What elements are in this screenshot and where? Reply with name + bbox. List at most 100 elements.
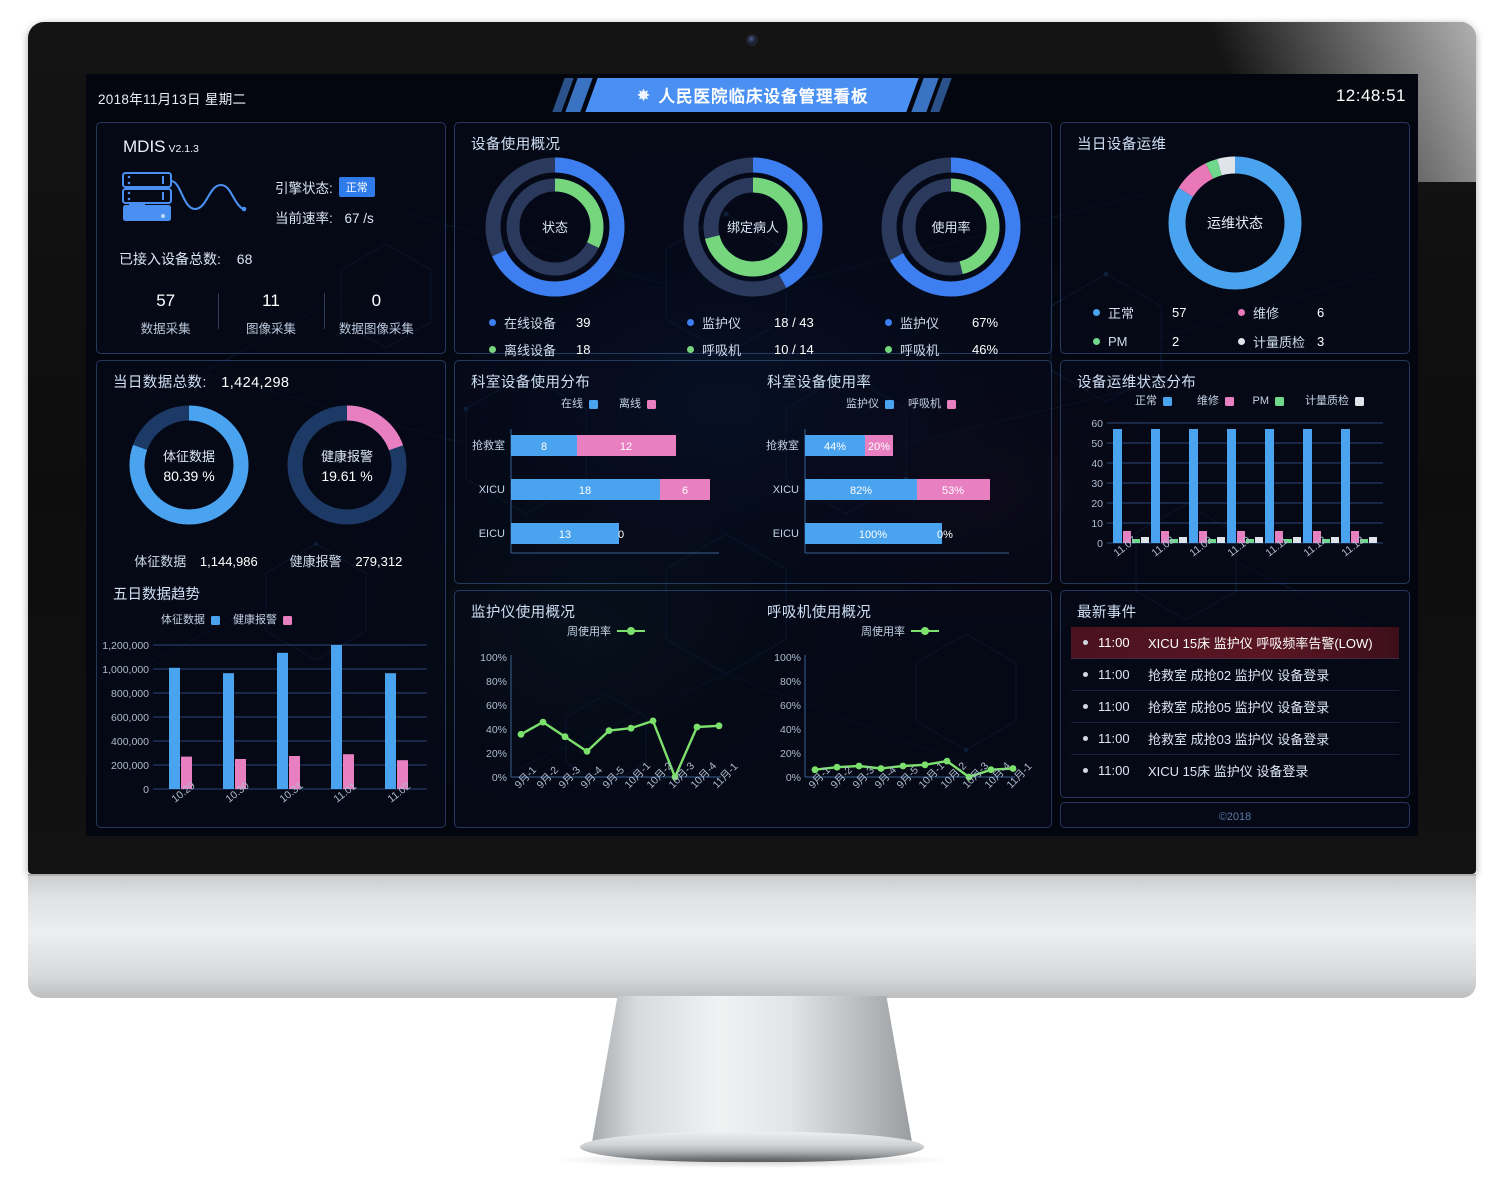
events-list[interactable]: 11:00 XICU 15床 监护仪 呼吸频率告警(LOW) 11:00 抢救室… — [1071, 627, 1399, 786]
event-text: 抢救室 成抢03 监护仪 设备登录 — [1148, 732, 1330, 747]
legend-dot-icon — [885, 346, 892, 353]
svg-text:维修: 维修 — [1197, 393, 1219, 407]
list-item[interactable]: 11:00 抢救室 成抢02 监护仪 设备登录 — [1071, 659, 1399, 691]
dashboard-screen: 2018年11月13日 星期二 人民医院临床设备管理看板 12:48:51 — [86, 74, 1418, 836]
svg-text:20%: 20% — [868, 441, 890, 453]
maintenance-today-panel: 当日设备运维 运维状态 正常 57 — [1060, 122, 1410, 354]
stat-data-image-collection: 0 数据图像采集 — [323, 291, 429, 337]
svg-text:60%: 60% — [486, 700, 507, 712]
svg-text:9月-5: 9月-5 — [895, 764, 922, 791]
svg-text:9月-3: 9月-3 — [557, 764, 584, 791]
dept-charts-panel: 科室设备使用分布 科室设备使用率 在线 离线 抢救室 8 12 XICU 18 — [454, 360, 1052, 584]
svg-text:60: 60 — [1091, 418, 1103, 430]
svg-text:离线: 离线 — [619, 396, 641, 410]
svg-text:XICU: XICU — [479, 484, 505, 496]
svg-text:体征数据: 体征数据 — [163, 449, 215, 464]
footer-label: 体征数据 — [134, 554, 187, 569]
monitor-stand-foot — [580, 1132, 924, 1162]
maintenance-legend: 正常 57 维修 6 PM 2 计量质检 3 — [1093, 303, 1383, 351]
svg-text:抢救室: 抢救室 — [472, 438, 505, 452]
dept-distribution-title: 科室设备使用分布 — [471, 375, 591, 391]
monitor-usage-chart: 周使用率 100% 80% 60% 40% 20% 0% — [480, 624, 740, 791]
maintenance-distribution-panel: 设备运维状态分布 正常 维修 PM 计量质检 60 50 40 30 20 10 0 — [1060, 360, 1410, 584]
header-title-banner: 人民医院临床设备管理看板 — [552, 78, 952, 112]
maintenance-donut: 运维状态 — [1168, 156, 1302, 290]
bullet-icon — [1083, 736, 1088, 741]
daily-total-footer: 体征数据 1,144,986 健康报警 279,312 — [121, 551, 421, 570]
svg-text:0: 0 — [143, 784, 149, 796]
stat-label: 数据图像采集 — [338, 322, 414, 336]
svg-text:80%: 80% — [780, 676, 801, 688]
legend-value: 67% — [972, 315, 999, 330]
event-time: 11:00 — [1098, 763, 1130, 778]
legend-dot-icon — [1238, 338, 1245, 345]
svg-text:PM: PM — [1253, 395, 1270, 407]
svg-text:健康报警: 健康报警 — [233, 612, 277, 626]
svg-text:正常: 正常 — [1135, 394, 1157, 407]
server-signal-icon — [122, 172, 247, 221]
legend-usage-rate: 监护仪 67% 呼吸机 46% — [885, 313, 998, 359]
svg-text:0: 0 — [618, 529, 624, 541]
legend-value: 57 — [1172, 305, 1187, 320]
donut-status: 状态 — [485, 157, 625, 297]
svg-text:EICU: EICU — [479, 528, 505, 540]
svg-text:30: 30 — [1091, 478, 1103, 490]
legend-label: 维修 — [1253, 306, 1280, 321]
legend-item: 离线设备 18 — [489, 340, 590, 359]
legend-item: 呼吸机 10 / 14 — [687, 340, 814, 359]
bullet-icon — [1083, 640, 1088, 645]
legend-value: 39 — [576, 315, 591, 330]
svg-text:体征数据: 体征数据 — [161, 612, 205, 626]
maintenance-today-title: 当日设备运维 — [1077, 137, 1167, 153]
stat-label: 数据采集 — [140, 322, 191, 336]
bullet-icon — [1083, 704, 1088, 709]
svg-text:1,200,000: 1,200,000 — [102, 640, 149, 652]
svg-text:计量质检: 计量质检 — [1305, 393, 1349, 407]
svg-text:0%: 0% — [492, 772, 507, 784]
legend-value: 46% — [972, 342, 999, 357]
svg-text:9月-4: 9月-4 — [579, 764, 606, 791]
svg-text:60%: 60% — [780, 700, 801, 712]
total-devices-row: 已接入设备总数: 68 — [119, 249, 252, 269]
legend-dot-icon — [687, 319, 694, 326]
svg-text:周使用率: 周使用率 — [567, 624, 611, 638]
legend-item: 在线设备 39 — [489, 313, 590, 332]
svg-text:EICU: EICU — [773, 528, 799, 540]
total-devices-label: 已接入设备总数: — [119, 251, 221, 267]
legend-value: 10 / 14 — [774, 342, 814, 357]
monitor-chin — [28, 874, 1476, 998]
svg-text:使用率: 使用率 — [931, 220, 970, 235]
header-clock: 12:48:51 — [1335, 86, 1406, 105]
stat-image-collection: 11 图像采集 — [218, 291, 323, 337]
dept-usage-rate-title: 科室设备使用率 — [767, 375, 872, 391]
svg-text:20%: 20% — [486, 748, 507, 760]
svg-text:53%: 53% — [942, 485, 964, 497]
device-usage-title: 设备使用概况 — [471, 137, 561, 153]
list-item[interactable]: 11:00 XICU 15床 监护仪 呼吸频率告警(LOW) — [1071, 627, 1399, 659]
stat-data-collection: 57 数据采集 — [113, 291, 218, 337]
legend-dot-icon — [687, 346, 694, 353]
event-time: 11:00 — [1098, 699, 1130, 714]
legend-item: 监护仪 67% — [885, 313, 998, 332]
svg-text:绑定病人: 绑定病人 — [727, 220, 779, 235]
bullet-icon — [1083, 768, 1088, 773]
legend-dot-icon — [1093, 309, 1100, 316]
event-text: 抢救室 成抢05 监护仪 设备登录 — [1148, 700, 1330, 715]
list-item[interactable]: 11:00 XICU 15床 监护仪 设备登录 — [1071, 755, 1399, 786]
monitor-usage-title: 监护仪使用概况 — [471, 605, 576, 621]
svg-text:20%: 20% — [780, 748, 801, 760]
device-usage-panel: 设备使用概况 状态 绑定病人 — [454, 122, 1052, 358]
list-item[interactable]: 11:00 抢救室 成抢03 监护仪 设备登录 — [1071, 723, 1399, 755]
events-title: 最新事件 — [1077, 605, 1137, 621]
event-text: 抢救室 成抢02 监护仪 设备登录 — [1148, 668, 1330, 683]
list-item[interactable]: 11:00 抢救室 成抢05 监护仪 设备登录 — [1071, 691, 1399, 723]
svg-text:100%: 100% — [480, 652, 507, 664]
dashboard-header: 2018年11月13日 星期二 人民医院临床设备管理看板 12:48:51 — [86, 74, 1418, 118]
svg-text:状态: 状态 — [542, 220, 568, 235]
legend-bound-patient: 监护仪 18 / 43 呼吸机 10 / 14 — [687, 313, 814, 359]
svg-text:6: 6 — [682, 485, 688, 497]
svg-text:8: 8 — [541, 441, 547, 453]
svg-text:9月-1: 9月-1 — [513, 764, 540, 791]
svg-text:100%: 100% — [859, 529, 887, 541]
footer-value: 279,312 — [355, 554, 403, 569]
